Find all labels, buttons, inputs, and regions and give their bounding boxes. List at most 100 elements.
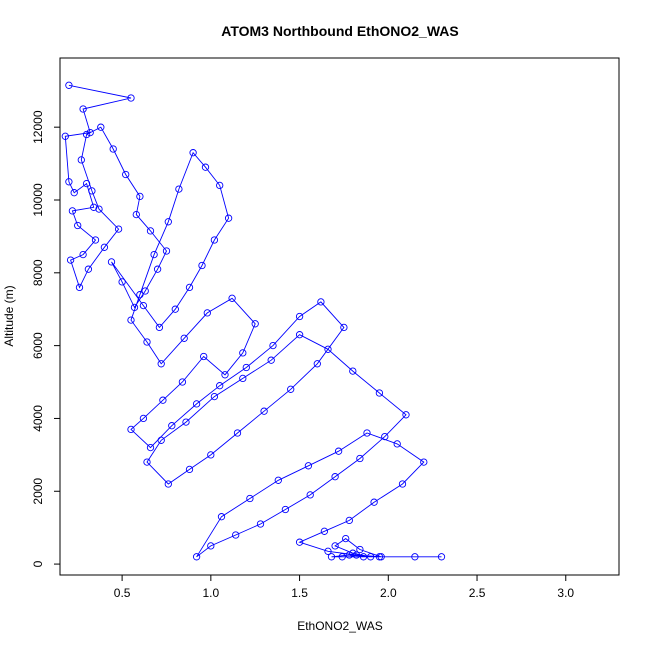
y-tick-label: 6000 [31,332,45,359]
y-tick-label: 10000 [31,183,45,217]
data-point [65,81,73,89]
data-point [127,316,135,324]
data-point [70,189,78,197]
data-point [345,516,353,525]
y-tick-label: 2000 [31,478,45,505]
data-point [324,345,332,353]
data-point [141,287,149,295]
data-point [175,185,183,193]
data-point [109,145,117,153]
data-point [349,549,357,557]
data-point [159,396,167,404]
data-point [402,411,410,419]
data-point [232,531,240,539]
data-point [100,243,109,251]
data-point [356,454,364,463]
data-point [185,283,194,292]
data-point [192,553,201,561]
data-point [162,247,171,255]
data-point [317,298,325,306]
data-point [295,312,304,321]
data-point [210,392,219,401]
data-point [130,303,139,312]
y-tick-label: 4000 [31,405,45,432]
data-point [437,553,446,561]
data-point [95,205,103,213]
data-point [79,250,87,259]
data-point [370,498,378,506]
data-point [90,203,98,211]
data-point [74,221,82,230]
data-point [420,458,428,466]
data-point [207,451,215,459]
data-point [114,225,123,233]
data-point [118,278,126,286]
data-point [331,542,339,550]
data-point [363,429,371,437]
data-point [281,505,290,514]
data-point [180,334,188,342]
x-axis: 0.5 1.0 1.5 2.0 2.5 3.0 [114,575,574,600]
data-point [127,425,135,434]
data-point [146,227,155,235]
data-point [82,179,91,188]
data-point [61,132,69,140]
data-point [143,338,151,346]
data-point [79,105,87,113]
data-point [198,261,206,270]
data-point [366,553,375,561]
data-point [274,476,282,484]
data-point [269,341,277,350]
x-tick-label: 1.5 [291,586,308,600]
data-point [304,462,313,470]
data-point [338,553,346,561]
series-line [64,84,442,558]
y-tick-label: 8000 [31,259,45,286]
x-tick-label: 2.0 [380,586,397,600]
data-point [192,400,201,408]
data-point [189,149,197,157]
data-point [207,542,215,550]
data-point [164,218,172,226]
data-point [375,553,384,561]
data-point [295,538,304,546]
data-point [157,360,165,368]
data-point [233,429,242,437]
data-point [345,551,353,559]
data-point [210,236,219,244]
x-tick-label: 1.0 [202,586,219,600]
data-point [221,371,229,379]
data-point [146,443,155,452]
data-point [82,130,91,139]
data-point [84,265,93,273]
chart-title: ATOM3 Northbound EthONO2_WAS [221,23,458,39]
series-layer [61,81,446,561]
data-point [201,163,210,171]
data-point [217,513,226,521]
data-point [295,331,304,339]
data-point [381,432,389,441]
x-tick-label: 0.5 [114,586,131,600]
data-point [97,123,105,131]
data-point [216,382,224,390]
x-tick-label: 2.5 [469,586,486,600]
data-point [143,458,151,466]
data-point [122,170,130,179]
data-point [228,294,236,302]
data-point [77,156,85,164]
data-point [178,378,187,386]
data-point [239,349,247,357]
data-point [287,385,295,393]
data-point [200,352,208,361]
data-point [324,547,332,555]
data-point [136,291,144,299]
data-point [260,407,268,415]
data-point [375,389,384,397]
data-point [377,553,385,561]
plot-frame [59,57,620,576]
data-point [136,192,144,201]
data-point [349,367,357,375]
y-tick-label: 12000 [31,110,45,144]
